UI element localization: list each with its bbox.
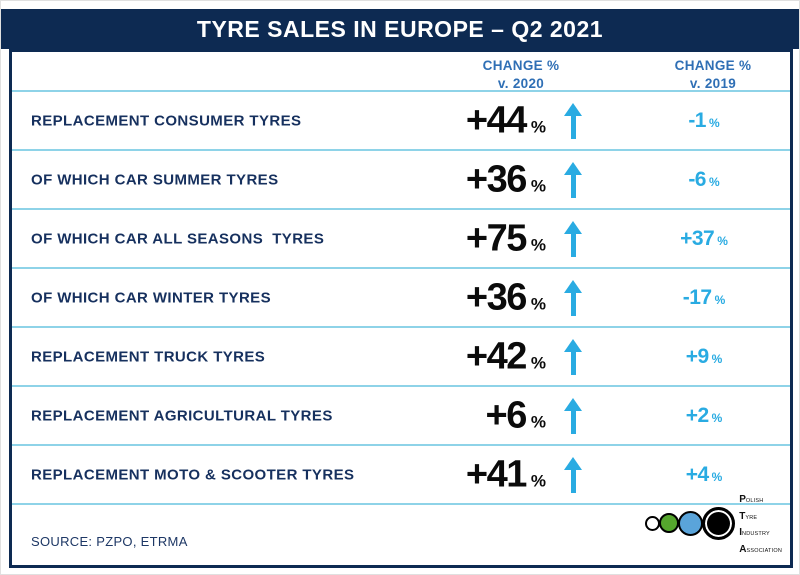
logo-text-line: ASSOCIATION	[739, 544, 782, 556]
percent-sign: %	[530, 294, 546, 313]
table-row: REPLACEMENT CONSUMER TYRES +44% -1%	[12, 92, 790, 151]
percent-sign: %	[530, 353, 546, 372]
table-row: OF WHICH CAR SUMMER TYRES +36% -6%	[12, 151, 790, 210]
column-header-line1: CHANGE %	[674, 58, 752, 73]
logo-text-line: POLISH	[739, 493, 764, 505]
percent-sign: %	[711, 469, 723, 484]
up-arrow-icon	[564, 456, 582, 493]
logo-circle-black-icon	[702, 506, 736, 540]
logo-text-line: INDUSTRY	[739, 527, 770, 539]
row-label: OF WHICH CAR SUMMER TYRES	[31, 171, 279, 188]
logo-text-line: TYRE	[739, 510, 758, 522]
source-text: SOURCE: PZPO, ETRMA	[31, 534, 188, 549]
change-2020-value: +36%	[465, 158, 546, 200]
ptia-logo: POLISH TYRE INDUSTRY ASSOCIATION	[645, 490, 782, 557]
change-2020-value: +36%	[465, 276, 546, 318]
table-body: REPLACEMENT CONSUMER TYRES +44% -1% OF W…	[12, 90, 790, 505]
change-2019-value: -17%	[682, 285, 726, 309]
change-2019-value: +37%	[680, 226, 728, 250]
change-2020-value: +42%	[465, 335, 546, 377]
page-title: TYRE SALES IN EUROPE – Q2 2021	[196, 15, 604, 42]
table-card: CHANGE % v. 2020 CHANGE % v. 2019 REPLAC…	[9, 49, 793, 568]
percent-sign: %	[714, 292, 726, 307]
row-label: OF WHICH CAR ALL SEASONS TYRES	[31, 230, 325, 247]
percent-sign: %	[530, 235, 546, 254]
column-header-line2: v. 2019	[689, 75, 737, 91]
table-row: OF WHICH CAR ALL SEASONS TYRES +75% +37%	[12, 210, 790, 269]
change-2020-value: +75%	[465, 217, 546, 259]
logo-circle-blue-icon	[678, 510, 704, 536]
percent-sign: %	[711, 410, 723, 425]
up-arrow-icon	[564, 279, 582, 316]
change-2019-value: -6%	[688, 167, 720, 191]
table-row: REPLACEMENT TRUCK TYRES +42% +9%	[12, 328, 790, 387]
percent-sign: %	[530, 176, 546, 195]
change-2019-value: +4%	[685, 462, 723, 486]
up-arrow-icon	[564, 397, 582, 434]
up-arrow-icon	[564, 161, 582, 198]
row-label: REPLACEMENT AGRICULTURAL TYRES	[31, 407, 333, 424]
logo-circle-green-icon	[659, 513, 680, 534]
logo-text: POLISH TYRE INDUSTRY ASSOCIATION	[739, 490, 782, 557]
up-arrow-icon	[564, 220, 582, 257]
table-row: REPLACEMENT MOTO & SCOOTER TYRES +41% +4…	[12, 446, 790, 505]
column-header-line2: v. 2020	[497, 75, 545, 91]
table-row: REPLACEMENT AGRICULTURAL TYRES +6% +2%	[12, 387, 790, 446]
up-arrow-icon	[564, 338, 582, 375]
up-arrow-icon	[564, 102, 582, 139]
change-2020-value: +44%	[465, 99, 546, 141]
row-label: REPLACEMENT CONSUMER TYRES	[31, 112, 302, 129]
table-row: OF WHICH CAR WINTER TYRES +36% -17%	[12, 269, 790, 328]
change-2020-value: +6%	[485, 394, 546, 436]
column-header-change-2020: CHANGE % v. 2020	[411, 57, 631, 92]
change-2019-value: -1%	[688, 108, 720, 132]
row-label: OF WHICH CAR WINTER TYRES	[31, 289, 271, 306]
change-2019-value: +9%	[685, 344, 723, 368]
title-bar: TYRE SALES IN EUROPE – Q2 2021	[1, 9, 799, 49]
percent-sign: %	[530, 471, 546, 490]
change-2019-value: +2%	[685, 403, 723, 427]
row-label: REPLACEMENT TRUCK TYRES	[31, 348, 266, 365]
column-header-line1: CHANGE %	[482, 58, 560, 73]
percent-sign: %	[711, 351, 723, 366]
percent-sign: %	[709, 174, 720, 189]
percent-sign: %	[530, 412, 546, 431]
percent-sign: %	[709, 115, 720, 130]
percent-sign: %	[717, 233, 728, 248]
percent-sign: %	[530, 117, 546, 136]
row-label: REPLACEMENT MOTO & SCOOTER TYRES	[31, 466, 355, 483]
logo-circle-white-icon	[645, 515, 661, 531]
change-2020-value: +41%	[465, 453, 546, 495]
column-header-change-2019: CHANGE % v. 2019	[603, 57, 799, 92]
